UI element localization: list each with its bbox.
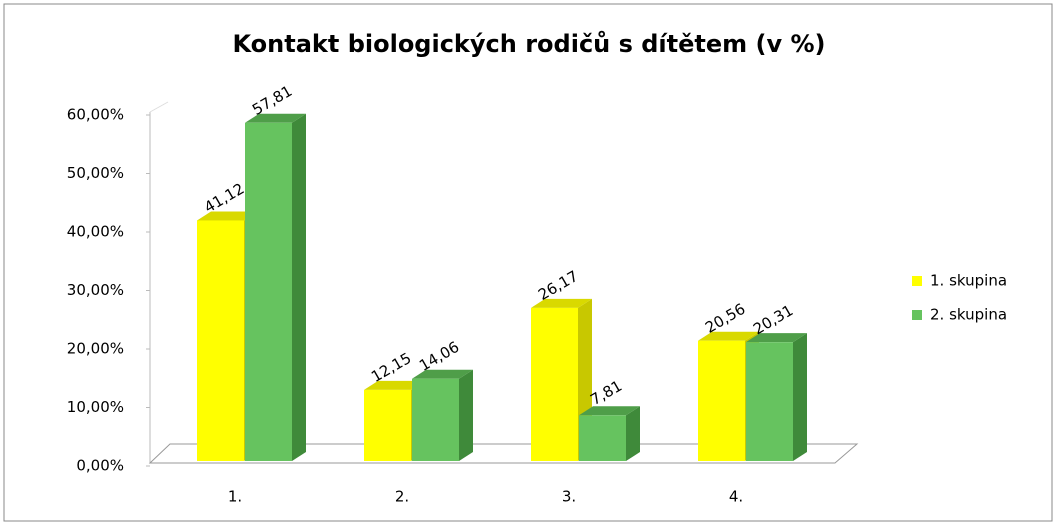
y-tick-label: 60,00% <box>67 106 124 124</box>
bar <box>412 369 473 461</box>
bar-face <box>579 406 640 416</box>
bar-face <box>531 298 592 308</box>
bar-face <box>197 220 244 461</box>
bar-face <box>364 389 411 461</box>
legend-swatch <box>912 310 922 320</box>
bar-face <box>197 211 258 221</box>
x-tick-label: 4. <box>729 488 743 506</box>
chart-title: Kontakt biologických rodičů s dítětem (v… <box>232 30 825 58</box>
x-tick-label: 1. <box>228 488 242 506</box>
x-tick-label: 2. <box>395 488 409 506</box>
bar-face <box>292 113 306 462</box>
bar <box>245 113 306 462</box>
bar-face <box>412 378 459 461</box>
bar-face <box>698 340 745 461</box>
bar-face <box>531 307 578 461</box>
legend-swatch <box>912 276 922 286</box>
legend-label: 2. skupina <box>930 306 1007 324</box>
floor <box>148 443 859 464</box>
bar-face <box>698 331 759 341</box>
y-tick-label: 20,00% <box>67 340 124 358</box>
y-tick-label: 50,00% <box>67 164 124 182</box>
bar <box>746 333 807 461</box>
chart-border <box>3 3 1053 522</box>
y-tick-label: 40,00% <box>67 223 124 241</box>
legend-label: 1. skupina <box>930 272 1007 290</box>
y-tick-label: 10,00% <box>67 398 124 416</box>
bar-face <box>746 333 807 343</box>
y-tick-label: 30,00% <box>67 281 124 299</box>
bar-face <box>459 369 473 461</box>
bar-face <box>579 415 626 461</box>
y-tick-label: 0,00% <box>76 457 124 475</box>
x-tick-label: 3. <box>562 488 576 506</box>
bar-face <box>245 113 306 123</box>
bar-face <box>412 369 473 379</box>
bar-face <box>245 122 292 462</box>
bar-face <box>364 380 425 390</box>
bar <box>579 406 640 461</box>
bar-face <box>793 333 807 461</box>
bar-face <box>626 406 640 461</box>
bar-face <box>746 342 793 461</box>
back-axis <box>149 101 169 113</box>
